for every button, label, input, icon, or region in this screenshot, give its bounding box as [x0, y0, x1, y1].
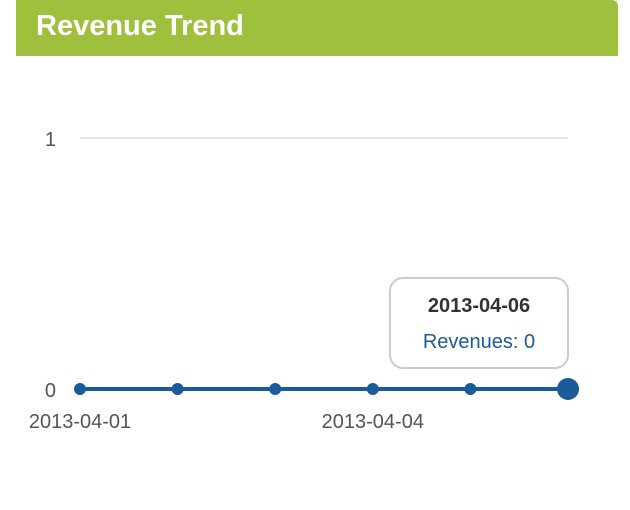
chart-tooltip: 2013-04-06 Revenues: 0 [389, 277, 569, 369]
data-point[interactable] [366, 383, 379, 395]
panel-header: Revenue Trend [16, 0, 618, 56]
x-tick-label: 2013-04-04 [322, 411, 424, 433]
data-point[interactable] [74, 383, 86, 395]
tooltip-date: 2013-04-06 [427, 295, 531, 317]
x-axis-ticks: 2013-04-01 2013-04-04 [29, 411, 424, 433]
series-layer [74, 378, 579, 400]
panel-title: Revenue Trend [36, 10, 244, 42]
tooltip-value: Revenues: 0 [422, 331, 536, 353]
y-tick-label: 1 [45, 129, 56, 151]
y-tick-label: 0 [45, 380, 56, 402]
data-point[interactable] [171, 383, 184, 395]
data-point[interactable] [269, 383, 282, 395]
data-point-highlighted[interactable] [557, 378, 579, 400]
x-tick-label: 2013-04-01 [29, 411, 131, 433]
data-point[interactable] [464, 383, 477, 395]
y-axis-ticks: 01 [45, 129, 56, 402]
